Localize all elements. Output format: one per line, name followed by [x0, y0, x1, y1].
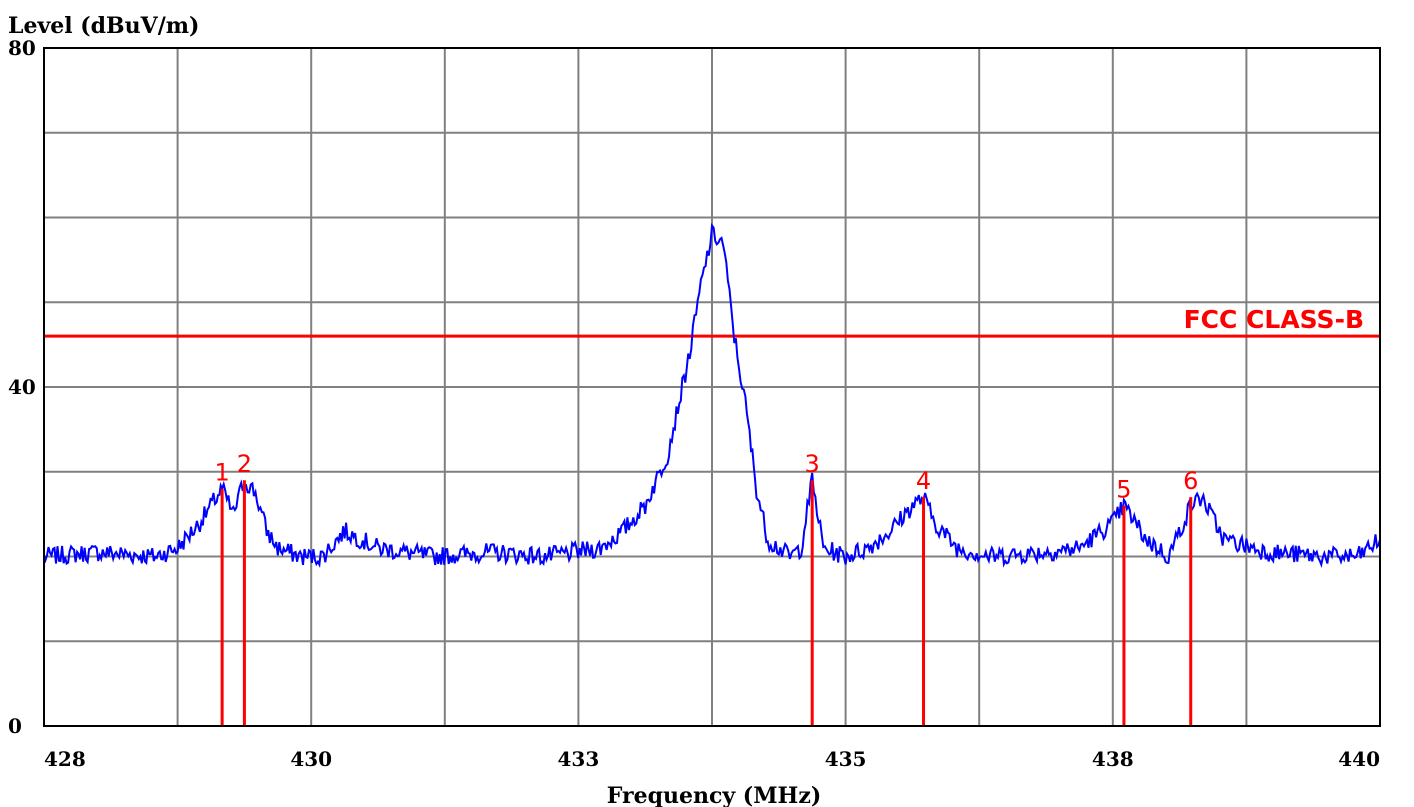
x-tick-label: 440 [1338, 747, 1380, 771]
x-tick-label: 433 [558, 747, 600, 771]
limit-line-label: FCC CLASS-B [1184, 305, 1364, 334]
marker-label: 4 [916, 467, 931, 495]
x-tick-label: 430 [290, 747, 332, 771]
limit-line-group: FCC CLASS-B [44, 305, 1380, 338]
spectrum-trace [43, 222, 1381, 569]
grid-lines [44, 48, 1380, 726]
marker-label: 6 [1183, 467, 1198, 495]
marker-label: 1 [214, 459, 229, 487]
marker-label: 5 [1116, 476, 1131, 504]
x-axis-label: Frequency (MHz) [607, 783, 821, 807]
x-tick-label: 438 [1092, 747, 1134, 771]
y-tick-label: 80 [8, 36, 36, 60]
trace-group [43, 222, 1381, 569]
y-tick-label: 40 [8, 375, 36, 399]
x-tick-label: 428 [44, 747, 86, 771]
y-axis-label: Level (dBuV/m) [8, 13, 199, 39]
marker-group: 1 2 3 4 5 6 [214, 450, 1198, 726]
x-tick-label: 435 [825, 747, 867, 771]
y-tick-label: 0 [8, 714, 22, 738]
plot-frame [43, 47, 1381, 727]
marker-label: 2 [237, 450, 252, 478]
marker-label: 3 [805, 450, 820, 478]
